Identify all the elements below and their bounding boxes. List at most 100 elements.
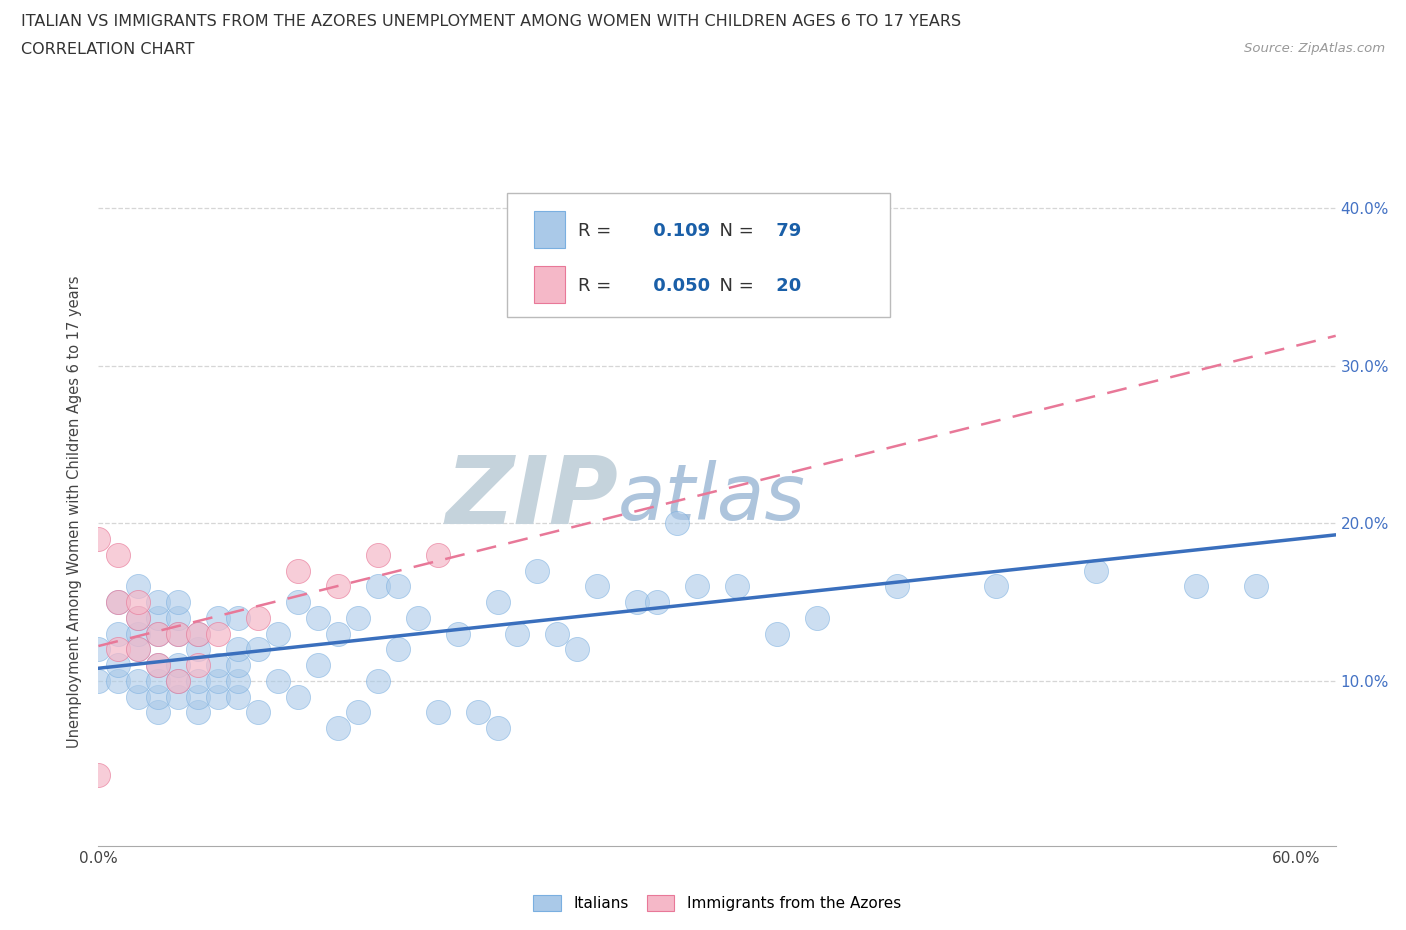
FancyBboxPatch shape bbox=[534, 211, 565, 247]
Point bbox=[127, 578, 149, 593]
Point bbox=[187, 673, 209, 688]
Text: 79: 79 bbox=[770, 222, 801, 240]
Point bbox=[127, 610, 149, 625]
Point bbox=[307, 610, 329, 625]
Point bbox=[127, 626, 149, 641]
Point bbox=[167, 610, 190, 625]
Point bbox=[326, 578, 349, 593]
Point bbox=[986, 578, 1008, 593]
Point bbox=[87, 642, 110, 657]
Text: N =: N = bbox=[709, 277, 754, 296]
Point bbox=[467, 705, 489, 720]
Point bbox=[148, 610, 170, 625]
Point bbox=[167, 594, 190, 609]
Point bbox=[786, 296, 808, 311]
Point bbox=[127, 594, 149, 609]
Y-axis label: Unemployment Among Women with Children Ages 6 to 17 years: Unemployment Among Women with Children A… bbox=[67, 275, 83, 748]
Point bbox=[367, 578, 389, 593]
Point bbox=[806, 610, 828, 625]
Text: R =: R = bbox=[578, 222, 612, 240]
Point bbox=[226, 642, 249, 657]
Point bbox=[686, 578, 709, 593]
Point bbox=[247, 610, 270, 625]
Point bbox=[127, 610, 149, 625]
Point bbox=[247, 642, 270, 657]
Point bbox=[207, 626, 229, 641]
Point bbox=[207, 673, 229, 688]
Point bbox=[586, 578, 609, 593]
Point bbox=[107, 642, 129, 657]
Point bbox=[526, 564, 548, 578]
Point bbox=[486, 594, 509, 609]
Point bbox=[1185, 578, 1208, 593]
Point bbox=[167, 658, 190, 672]
Point bbox=[187, 626, 209, 641]
Point bbox=[187, 689, 209, 704]
Point bbox=[148, 673, 170, 688]
Point bbox=[626, 594, 648, 609]
Point bbox=[87, 673, 110, 688]
Point bbox=[347, 610, 370, 625]
Point bbox=[886, 578, 908, 593]
Text: ZIP: ZIP bbox=[446, 452, 619, 544]
Point bbox=[725, 578, 748, 593]
Point bbox=[666, 516, 689, 531]
Point bbox=[167, 673, 190, 688]
Text: 20: 20 bbox=[770, 277, 801, 296]
Point bbox=[127, 689, 149, 704]
Point bbox=[367, 548, 389, 563]
Point bbox=[127, 642, 149, 657]
Point bbox=[87, 768, 110, 783]
Point bbox=[207, 610, 229, 625]
Point bbox=[267, 626, 290, 641]
Point bbox=[187, 642, 209, 657]
Point bbox=[148, 689, 170, 704]
Point bbox=[406, 610, 429, 625]
Text: 0.109: 0.109 bbox=[647, 222, 710, 240]
Text: R =: R = bbox=[578, 277, 612, 296]
Point bbox=[546, 626, 568, 641]
Text: atlas: atlas bbox=[619, 460, 806, 536]
Point bbox=[148, 658, 170, 672]
Point bbox=[167, 689, 190, 704]
Point bbox=[226, 658, 249, 672]
Text: CORRELATION CHART: CORRELATION CHART bbox=[21, 42, 194, 57]
Point bbox=[766, 626, 789, 641]
Point bbox=[207, 689, 229, 704]
Point bbox=[107, 594, 129, 609]
Point bbox=[127, 642, 149, 657]
Point bbox=[148, 658, 170, 672]
Point bbox=[486, 721, 509, 736]
Point bbox=[267, 673, 290, 688]
Point bbox=[226, 673, 249, 688]
Point bbox=[107, 594, 129, 609]
Point bbox=[107, 626, 129, 641]
Point bbox=[207, 658, 229, 672]
Point bbox=[387, 578, 409, 593]
Point bbox=[426, 548, 449, 563]
Point bbox=[367, 673, 389, 688]
FancyBboxPatch shape bbox=[506, 193, 890, 317]
Point bbox=[567, 642, 589, 657]
Point bbox=[426, 705, 449, 720]
Legend: Italians, Immigrants from the Azores: Italians, Immigrants from the Azores bbox=[526, 888, 908, 919]
Point bbox=[387, 642, 409, 657]
Point bbox=[148, 705, 170, 720]
Point bbox=[347, 705, 370, 720]
Text: ITALIAN VS IMMIGRANTS FROM THE AZORES UNEMPLOYMENT AMONG WOMEN WITH CHILDREN AGE: ITALIAN VS IMMIGRANTS FROM THE AZORES UN… bbox=[21, 14, 962, 29]
FancyBboxPatch shape bbox=[534, 266, 565, 303]
Point bbox=[107, 658, 129, 672]
Point bbox=[107, 548, 129, 563]
Point bbox=[127, 673, 149, 688]
Point bbox=[506, 626, 529, 641]
Point bbox=[167, 626, 190, 641]
Point bbox=[167, 626, 190, 641]
Point bbox=[187, 626, 209, 641]
Point bbox=[247, 705, 270, 720]
Point bbox=[226, 610, 249, 625]
Text: 0.050: 0.050 bbox=[647, 277, 710, 296]
Point bbox=[307, 658, 329, 672]
Point bbox=[645, 594, 668, 609]
Point bbox=[287, 594, 309, 609]
Point bbox=[1085, 564, 1108, 578]
